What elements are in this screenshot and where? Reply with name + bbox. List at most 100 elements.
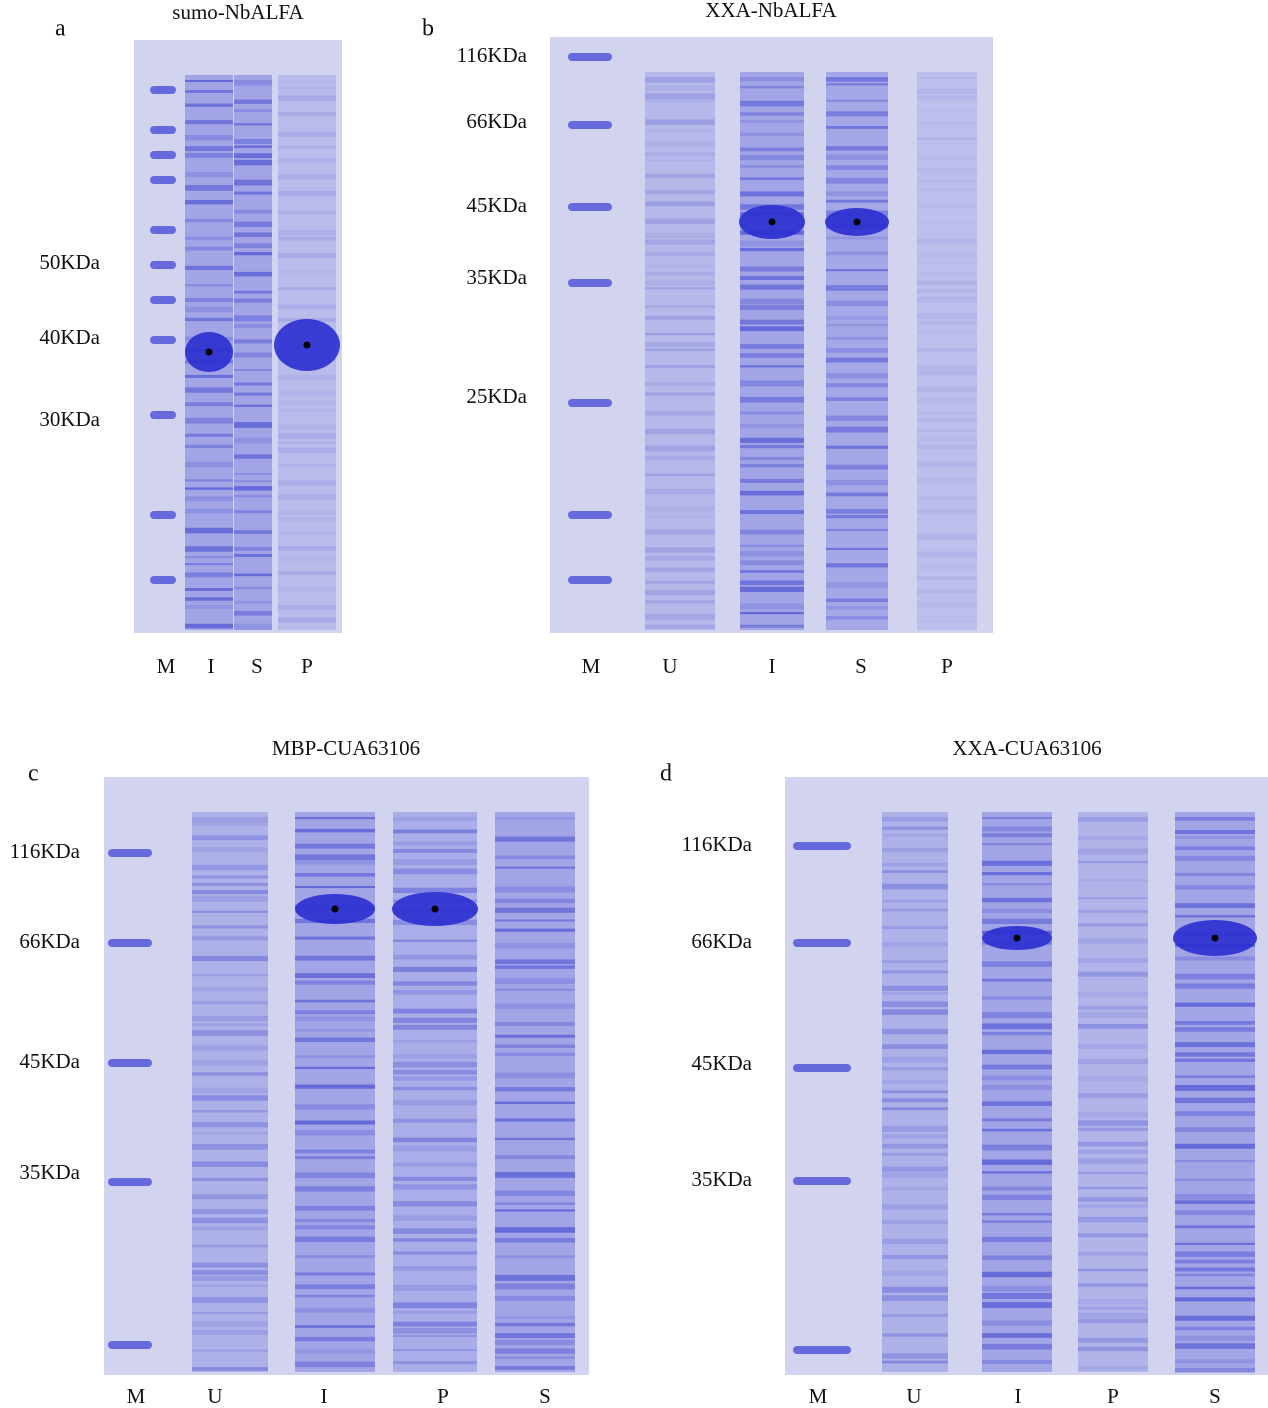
lane (917, 72, 977, 630)
band (1175, 1193, 1255, 1200)
band (495, 942, 575, 949)
band (882, 942, 948, 947)
band (393, 1137, 477, 1143)
band (1175, 1210, 1255, 1216)
band (645, 85, 715, 91)
band (917, 518, 977, 520)
band (826, 357, 888, 363)
band (917, 253, 977, 259)
band (393, 841, 477, 846)
band (295, 1156, 375, 1160)
band (192, 974, 268, 977)
band (740, 611, 804, 615)
band (495, 1003, 575, 1009)
lane (234, 75, 272, 630)
band (192, 1367, 268, 1371)
band (982, 1049, 1052, 1055)
band (882, 1166, 948, 1172)
band (917, 262, 977, 265)
band (1078, 1023, 1148, 1029)
band (826, 111, 888, 117)
band (192, 1262, 268, 1268)
band (917, 110, 977, 113)
band (1175, 1002, 1255, 1007)
band (1078, 1058, 1148, 1065)
band (917, 365, 977, 371)
band (1078, 1216, 1148, 1223)
band (645, 364, 715, 368)
band (278, 617, 336, 623)
band (393, 1328, 477, 1334)
band (982, 1128, 1052, 1132)
band (1078, 1076, 1148, 1082)
marker-band (150, 511, 176, 519)
marker-band (568, 121, 612, 129)
band (495, 1209, 575, 1212)
band (495, 1255, 575, 1259)
band (192, 1072, 268, 1076)
band (917, 386, 977, 392)
band (278, 555, 336, 562)
band (278, 433, 336, 439)
band (393, 1215, 477, 1221)
band (185, 387, 233, 393)
band (917, 576, 977, 580)
band (1175, 846, 1255, 850)
band (917, 496, 977, 501)
gel-panel: c MBP-CUA63106 116KDa 66KDa 45KDa 35KDa M U I P S (10, 736, 589, 1408)
marker-band (108, 1341, 152, 1349)
band (645, 173, 715, 178)
band (185, 80, 233, 83)
band (295, 980, 375, 985)
band (185, 284, 233, 287)
band (393, 1040, 477, 1043)
band (234, 472, 272, 476)
band (740, 326, 804, 332)
band (192, 1087, 268, 1094)
lane-label: S (539, 1384, 551, 1408)
band (740, 544, 804, 547)
band (826, 191, 888, 197)
lane (645, 72, 715, 630)
band (192, 1209, 268, 1215)
band (185, 572, 233, 578)
band (393, 1024, 477, 1030)
band (917, 398, 977, 404)
gel-panel: d XXA-CUA63106 116KDa 66KDa 45KDa 35KDa M U I P S (660, 736, 1268, 1408)
band (393, 859, 477, 865)
band (917, 444, 977, 450)
band (917, 503, 977, 505)
marker-label: 45KDa (691, 1051, 752, 1075)
band (393, 966, 477, 973)
band (826, 508, 888, 514)
band (295, 1205, 375, 1211)
dot (1013, 934, 1021, 942)
band (185, 508, 233, 514)
band (234, 610, 272, 616)
panel-title: MBP-CUA63106 (272, 736, 420, 760)
band (826, 616, 888, 620)
band (982, 1343, 1052, 1350)
band (192, 1217, 268, 1224)
band (917, 167, 977, 173)
lane (740, 72, 804, 630)
band (882, 1056, 948, 1063)
band (495, 1172, 575, 1178)
band (234, 243, 272, 249)
band (740, 570, 804, 573)
band (740, 275, 804, 281)
band (295, 1349, 375, 1354)
band (393, 1118, 477, 1123)
band (645, 488, 715, 495)
band (645, 567, 715, 572)
band (1078, 1171, 1148, 1175)
band (740, 112, 804, 116)
band (1078, 848, 1148, 855)
band (295, 1172, 375, 1179)
band (278, 131, 336, 137)
band (740, 510, 804, 514)
band (982, 1023, 1052, 1030)
band (826, 165, 888, 170)
band (1175, 1343, 1255, 1349)
